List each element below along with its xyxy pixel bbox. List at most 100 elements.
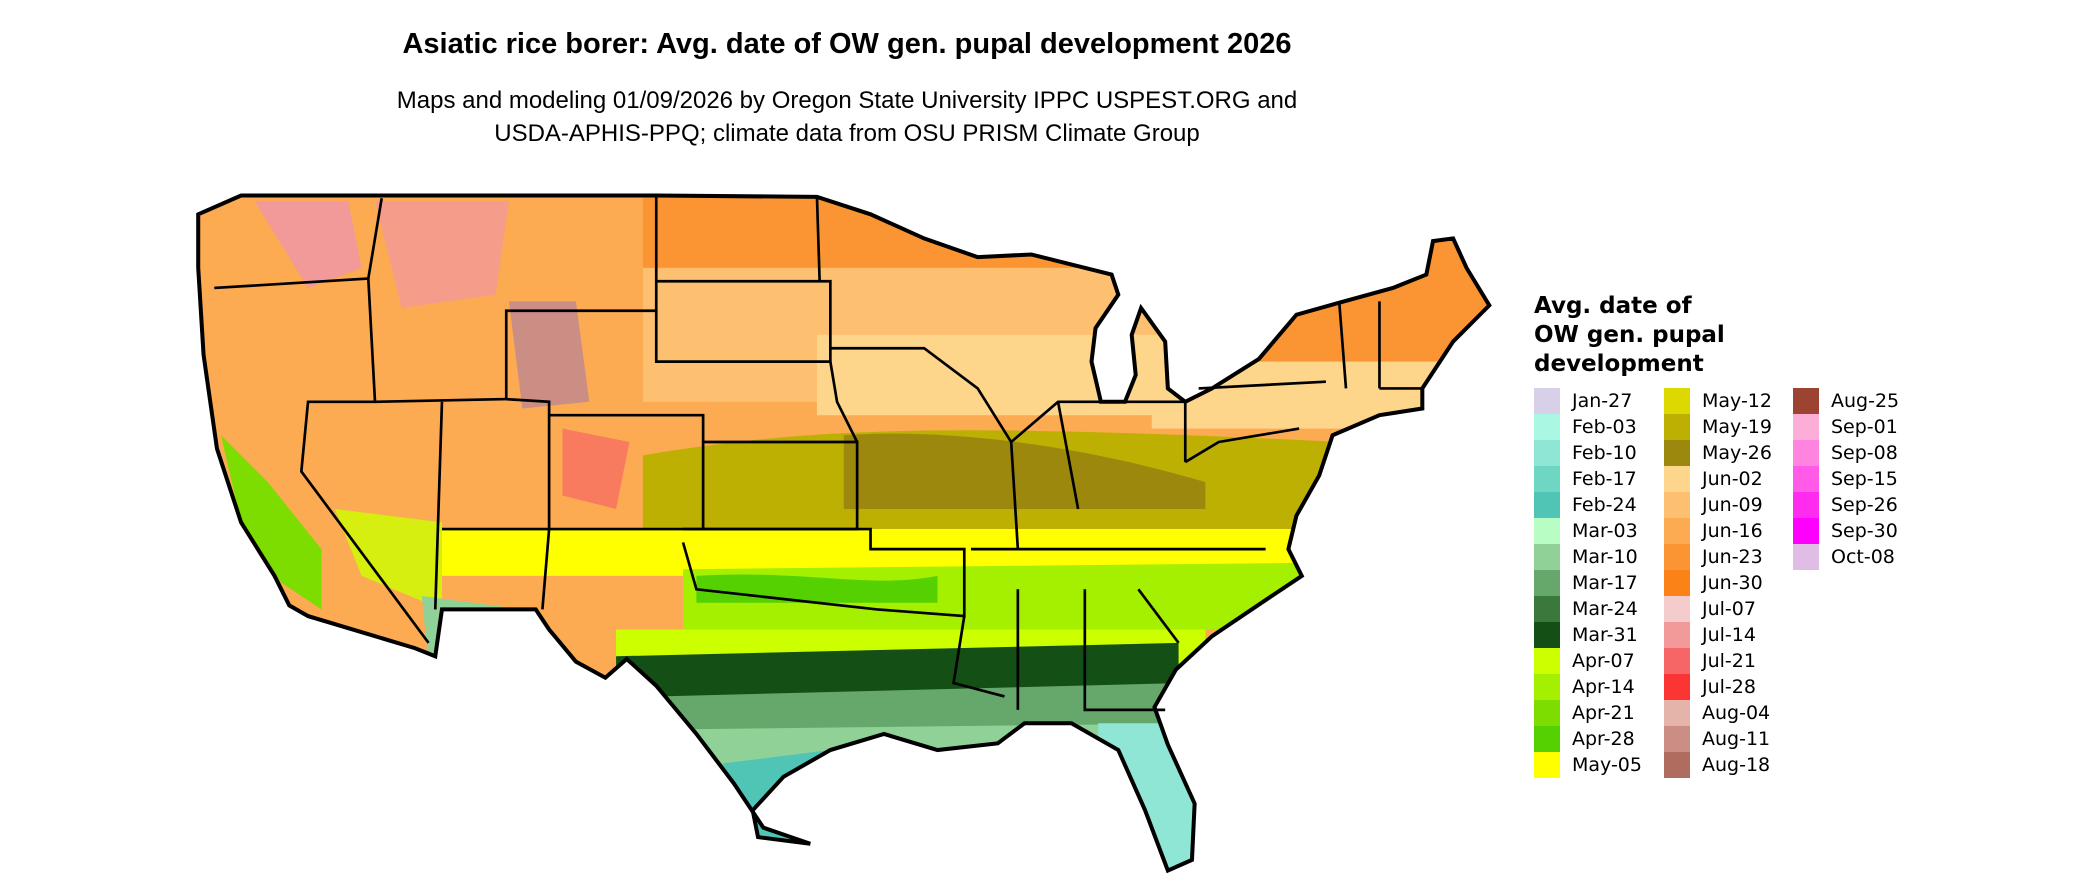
legend-swatch [1664,388,1690,414]
legend-item: Jul-07 [1664,596,1772,622]
legend-label: May-19 [1702,416,1772,438]
legend-swatch [1793,440,1819,466]
legend-label: Jun-02 [1702,468,1763,490]
legend-label: Feb-03 [1572,416,1637,438]
legend-label: Jun-09 [1702,494,1763,516]
map-subtitle: Maps and modeling 01/09/2026 by Oregon S… [0,84,1694,150]
legend-item: Feb-24 [1534,492,1642,518]
legend-item: Sep-08 [1793,440,1899,466]
legend-label: Feb-17 [1572,468,1637,490]
legend-title-line-1: Avg. date of [1534,293,1692,319]
legend-swatch [1664,570,1690,596]
legend-item: Jun-02 [1664,466,1772,492]
legend-swatch [1793,492,1819,518]
legend-item: May-26 [1664,440,1772,466]
legend-item: Mar-17 [1534,570,1642,596]
legend-item: Feb-17 [1534,466,1642,492]
legend-label: Oct-08 [1831,546,1895,568]
legend-item: Apr-14 [1534,674,1642,700]
legend-label: Jul-21 [1702,650,1756,672]
subtitle-line-1: Maps and modeling 01/09/2026 by Oregon S… [396,87,1298,114]
legend-item: Jul-21 [1664,648,1772,674]
legend-item: Jan-27 [1534,388,1642,414]
legend-swatch [1534,544,1560,570]
legend-item: Mar-10 [1534,544,1642,570]
legend-label: Aug-04 [1702,702,1771,724]
legend-item: May-19 [1664,414,1772,440]
legend-title-line-3: development [1534,351,1704,377]
legend-label: Sep-08 [1831,442,1898,464]
legend-swatch [1664,466,1690,492]
legend-item: Aug-25 [1793,388,1899,414]
legend-swatch [1664,648,1690,674]
legend-column: May-12 May-19 May-26 Jun-02 Jun-09 Jun-16 Jun-… [1664,388,1772,778]
legend-swatch [1534,388,1560,414]
legend-item: Mar-24 [1534,596,1642,622]
legend-item: Aug-18 [1664,752,1772,778]
legend-label: Jul-28 [1702,676,1756,698]
legend-swatch [1534,648,1560,674]
legend-label: Mar-03 [1572,520,1638,542]
legend-item: Oct-08 [1793,544,1899,570]
legend-item: Apr-07 [1534,648,1642,674]
legend-label: Sep-30 [1831,520,1898,542]
legend-label: Jul-07 [1702,598,1756,620]
legend-item: Feb-10 [1534,440,1642,466]
legend-swatch [1664,492,1690,518]
pupal-date-raster [198,195,1490,871]
legend-item: Jul-28 [1664,674,1772,700]
legend-label: Mar-24 [1572,598,1638,620]
legend-item: Jun-23 [1664,544,1772,570]
legend-label: Jun-16 [1702,520,1763,542]
legend-swatch [1664,726,1690,752]
legend-label: Mar-31 [1572,624,1638,646]
legend-swatch [1664,544,1690,570]
legend-item: Sep-15 [1793,466,1899,492]
legend-item: Mar-31 [1534,622,1642,648]
legend-item: Jul-14 [1664,622,1772,648]
legend-swatch [1664,622,1690,648]
subtitle-line-2: USDA-APHIS-PPQ; climate data from OSU PR… [494,120,1200,147]
legend-swatch [1793,544,1819,570]
legend-swatch [1534,674,1560,700]
legend-item: Sep-26 [1793,492,1899,518]
legend-label: Apr-28 [1572,728,1635,750]
legend-label: Apr-21 [1572,702,1635,724]
state-borders [214,195,1423,712]
legend-swatch [1534,466,1560,492]
legend-swatch [1534,700,1560,726]
legend-swatch [1664,440,1690,466]
legend-swatch [1664,700,1690,726]
legend-swatch [1534,518,1560,544]
legend-swatch [1664,518,1690,544]
legend-column: Aug-25 Sep-01 Sep-08 Sep-15 Sep-26 Sep-30 Oct-… [1793,388,1899,570]
legend-column: Jan-27 Feb-03 Feb-10 Feb-17 Feb-24 Mar-03 Mar-… [1534,388,1642,778]
legend-swatch [1664,596,1690,622]
legend-label: May-12 [1702,390,1772,412]
legend-swatch [1534,726,1560,752]
legend-label: Jun-23 [1702,546,1763,568]
legend-item: May-05 [1534,752,1642,778]
legend-label: May-05 [1572,754,1642,776]
legend-swatch [1534,570,1560,596]
legend-item: Mar-03 [1534,518,1642,544]
legend-label: Apr-14 [1572,676,1635,698]
legend-swatch [1664,414,1690,440]
legend-item: Aug-04 [1664,700,1772,726]
legend-label: Aug-25 [1831,390,1900,412]
legend-swatch [1664,674,1690,700]
legend-swatch [1534,414,1560,440]
legend-item: May-12 [1664,388,1772,414]
legend-label: Jun-30 [1702,572,1763,594]
legend-swatch [1534,492,1560,518]
legend-swatch [1793,518,1819,544]
legend-item: Sep-01 [1793,414,1899,440]
legend-label: Feb-24 [1572,494,1637,516]
legend-item: Feb-03 [1534,414,1642,440]
legend-label: May-26 [1702,442,1772,464]
legend-label: Mar-10 [1572,546,1638,568]
legend-swatch [1793,414,1819,440]
legend-item: Jun-30 [1664,570,1772,596]
map-title: Asiatic rice borer: Avg. date of OW gen.… [402,28,1292,60]
